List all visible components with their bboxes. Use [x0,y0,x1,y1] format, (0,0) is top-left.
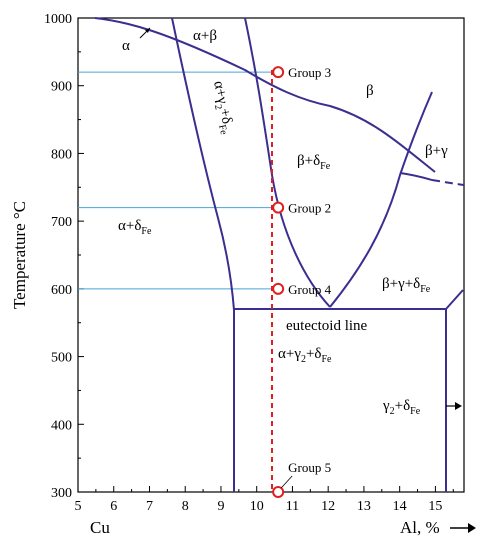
alpha-alpha-beta-boundary [171,17,235,311]
group-marker [272,282,285,295]
y-axis-title: Temperature °C [10,201,29,309]
region-label-beta-gamma: β+γ [425,143,448,159]
group-leader [280,475,293,489]
axis-titles: Temperature °C Cu Al, % [10,201,476,537]
region-label-alpha-beta: α+β [193,28,217,44]
x-tick-label: 14 [393,499,407,514]
y-tick-label: 600 [51,283,72,298]
group-label: Group 2 [288,201,331,216]
y-tick-label: 700 [51,215,72,230]
region-label-beta: β [366,83,374,99]
y-tick-label: 800 [51,147,72,162]
x-axis-left-label: Cu [90,518,110,537]
region-label-alpha: α [122,38,130,54]
beta-transus-left [244,17,331,308]
y-tick-label: 300 [51,486,72,501]
group-marker [272,486,285,498]
region-label-beta-delta: β+δFe [297,153,331,172]
region-labels: α α+β β β+γ β+δFe α+δFe α+γ2+δFe β+γ+δFe α+γ2+δF… [118,27,462,417]
beta-gamma-boundary [399,172,433,181]
y-tick-label: 1000 [44,12,72,27]
x-tick-label: 10 [250,499,264,514]
y-tick-label: 400 [51,418,72,433]
group-marker [272,66,285,79]
group-label: Group 4 [288,282,331,297]
x-axis-right-label: Al, % [400,518,440,537]
group-markers: Group 3 Group 2 Group 4 Group 5 [272,65,332,498]
phase-boundaries [94,17,465,492]
eutectoid-label: eutectoid line [286,318,368,334]
x-axis-arrow-head [468,523,476,533]
x-tick-label: 8 [182,499,189,514]
axis-ticks: 300 400 500 600 700 800 900 1000 5 6 7 8 9 10 11 12 13 14… [44,12,454,514]
alpha-pointer-head [145,28,150,33]
group-label: Group 3 [288,65,331,80]
x-tick-label: 6 [110,499,117,514]
group-label: Group 5 [288,460,331,475]
x-tick-label: 5 [75,499,82,514]
x-tick-label: 15 [428,499,442,514]
x-tick-label: 9 [217,499,224,514]
x-tick-label: 11 [286,499,299,514]
gamma2-delta-arrow-head [455,402,462,410]
region-label-alpha-gamma2-delta: α+γ2+δFe [278,346,332,365]
region-label-beta-gamma-delta: β+γ+δFe [382,276,431,295]
x-tick-label: 12 [321,499,335,514]
isotherm-lines [78,71,279,290]
x-tick-label: 7 [146,499,153,514]
right-upper-boundary [445,289,464,310]
beta-gamma-dashed [431,179,465,186]
y-tick-label: 500 [51,351,72,366]
group-marker [272,201,285,214]
region-label-alpha-delta: α+δFe [118,218,152,237]
alpha-boundary-top [94,17,436,173]
x-tick-label: 13 [357,499,371,514]
region-label-gamma2-delta: γ2+δFe [382,398,421,417]
beta-transus-right [329,91,433,308]
y-tick-label: 900 [51,80,72,95]
region-label-alpha-gamma2-delta-rot: α+γ2+δFe [207,80,237,137]
